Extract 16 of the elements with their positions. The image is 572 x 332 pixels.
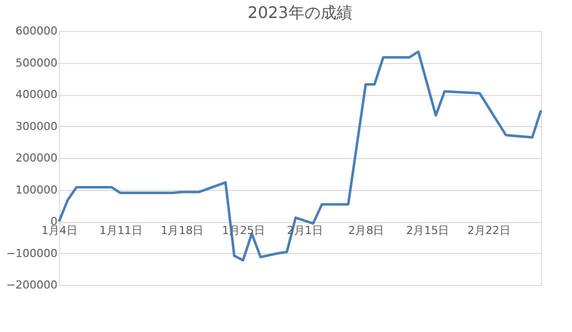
x-tick-label: 1月4日: [42, 224, 78, 237]
y-tick-label: 400000: [16, 88, 58, 101]
y-tick-label: 300000: [16, 120, 58, 133]
chart-title: 2023年の成績: [248, 3, 352, 22]
x-tick-label: 2月15日: [406, 224, 450, 237]
y-tick-label: −200000: [6, 278, 58, 292]
x-tick-label: 1月11日: [99, 224, 142, 237]
y-tick-label: −100000: [6, 246, 58, 260]
x-tick-label: 1月18日: [160, 224, 204, 237]
x-tick-label: 2月22日: [467, 224, 510, 237]
line-series: [58, 50, 542, 262]
y-tick-label: 100000: [16, 183, 58, 196]
x-tick-label: 2月8日: [348, 224, 384, 237]
y-tick-label: 600000: [16, 24, 58, 38]
y-tick-label: 500000: [16, 56, 58, 70]
y-tick-label: 200000: [16, 152, 58, 164]
